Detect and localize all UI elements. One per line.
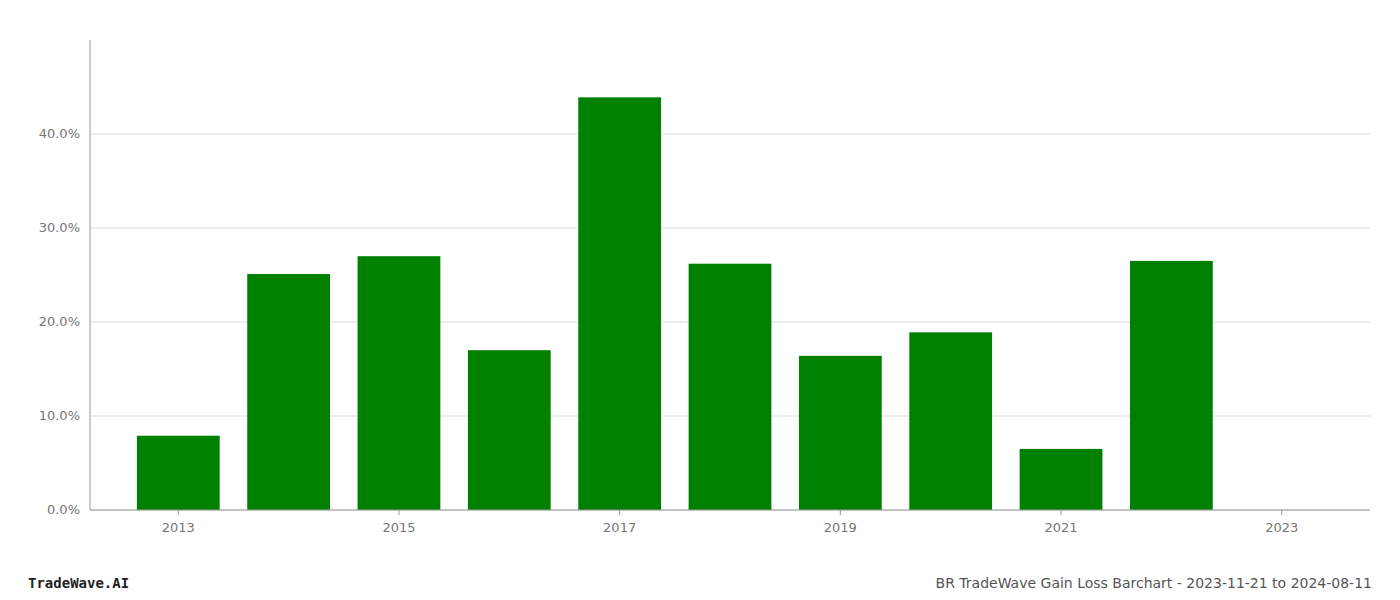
bar xyxy=(909,332,992,510)
bar xyxy=(247,274,330,510)
x-tick-label: 2017 xyxy=(603,520,636,535)
x-tick-label: 2021 xyxy=(1044,520,1077,535)
chart-container: 0.0% 10.0% 20.0% 30.0% 40.0% 2013 2015 2017 2019… xyxy=(0,0,1400,600)
bar xyxy=(468,350,551,510)
bar xyxy=(137,436,220,510)
y-tick-label: 30.0% xyxy=(39,220,80,235)
y-axis-line xyxy=(90,40,91,510)
grid-line xyxy=(90,228,1370,229)
x-tick-label: 2019 xyxy=(824,520,857,535)
x-axis-line xyxy=(90,510,1370,511)
bar xyxy=(358,256,441,510)
bar xyxy=(799,356,882,510)
x-axis: 2013 2015 2017 2019 2021 2023 xyxy=(90,510,1370,535)
bar xyxy=(1130,261,1213,510)
chart-svg: 0.0% 10.0% 20.0% 30.0% 40.0% 2013 2015 2017 2019… xyxy=(0,0,1400,600)
bars xyxy=(137,97,1213,510)
x-tick xyxy=(1281,510,1282,515)
footer: TradeWave.AI BR TradeWave Gain Loss Barch… xyxy=(28,575,1372,591)
x-tick xyxy=(1061,510,1062,515)
x-tick xyxy=(840,510,841,515)
y-tick-label: 40.0% xyxy=(39,126,80,141)
bar xyxy=(578,97,661,510)
y-grid xyxy=(90,134,1370,510)
y-tick-label: 0.0% xyxy=(47,502,80,517)
x-tick-label: 2013 xyxy=(162,520,195,535)
footer-left: TradeWave.AI xyxy=(28,575,129,591)
grid-line xyxy=(90,510,1370,511)
y-tick-label: 10.0% xyxy=(39,408,80,423)
bar xyxy=(689,264,772,510)
bar xyxy=(1020,449,1103,510)
x-tick-label: 2015 xyxy=(382,520,415,535)
grid-line xyxy=(90,134,1370,135)
y-axis: 0.0% 10.0% 20.0% 30.0% 40.0% xyxy=(39,40,90,517)
footer-right: BR TradeWave Gain Loss Barchart - 2023-1… xyxy=(936,575,1372,591)
y-tick-label: 20.0% xyxy=(39,314,80,329)
x-tick xyxy=(178,510,179,515)
x-tick xyxy=(398,510,399,515)
x-tick-label: 2023 xyxy=(1265,520,1298,535)
x-tick xyxy=(619,510,620,515)
